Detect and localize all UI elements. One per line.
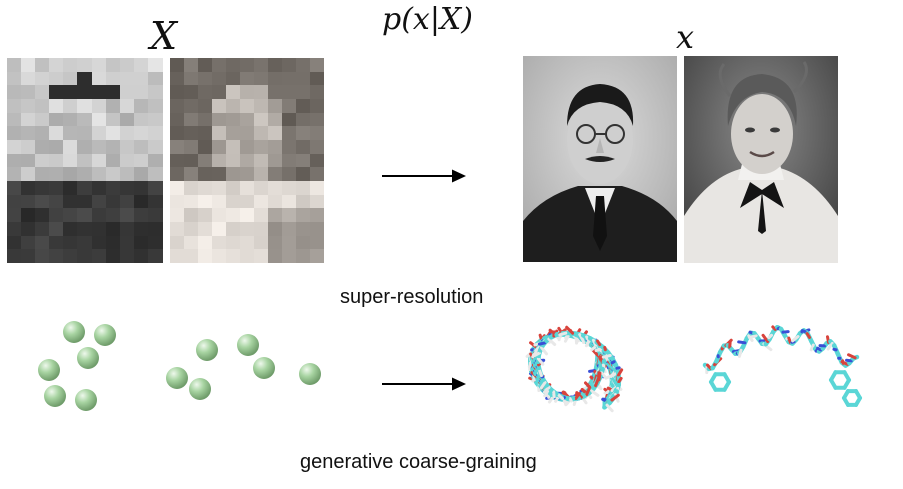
- pixelated-portrait-woman: [170, 58, 324, 264]
- bead: [75, 389, 97, 411]
- bead: [44, 385, 66, 407]
- fine-symbol-label: x: [676, 18, 695, 56]
- bead: [299, 363, 321, 385]
- right-arrow-icon: [382, 169, 466, 183]
- bead: [196, 339, 218, 361]
- bead: [237, 334, 259, 356]
- bead: [189, 378, 211, 400]
- super-resolution-caption: super-resolution: [340, 286, 484, 308]
- atomistic-structures: [525, 324, 862, 413]
- portrait-woman: [684, 56, 838, 263]
- bead: [166, 367, 188, 389]
- coarse-graining-caption: generative coarse-graining: [300, 451, 537, 473]
- coarse-symbol-label: X: [150, 14, 178, 58]
- right-arrow-icon: [382, 377, 466, 391]
- bead: [77, 347, 99, 369]
- bead: [253, 357, 275, 379]
- portrait-man: [523, 56, 677, 262]
- bead: [94, 324, 116, 346]
- bead: [63, 321, 85, 343]
- bead: [38, 359, 60, 381]
- coarse-grained-beads: [38, 321, 321, 411]
- conditional-probability-label: p(x|X): [382, 2, 473, 37]
- pixelated-portrait-man: [7, 58, 163, 264]
